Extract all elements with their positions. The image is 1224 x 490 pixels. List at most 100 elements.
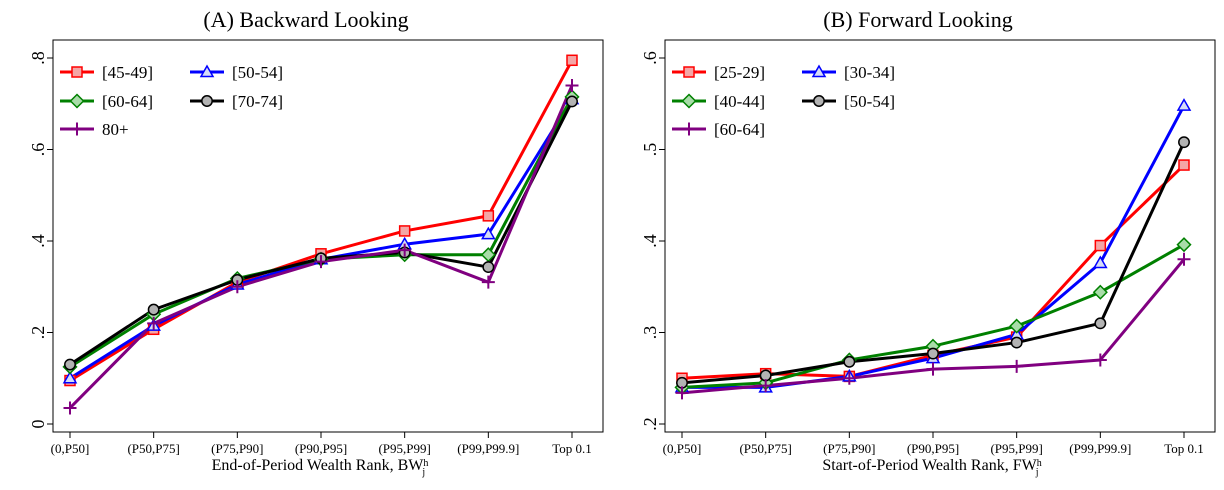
data-point [62, 370, 78, 384]
x-tick-label: Top 0.1 [1164, 441, 1204, 456]
x-tick-label: (P90,P95] [907, 441, 959, 456]
x-tick-label: (P90,P95] [295, 441, 347, 456]
x-tick-label: Top 0.1 [552, 441, 592, 456]
x-tick-label: (P75,P90] [211, 441, 263, 456]
x-axis-title-sub: j [421, 467, 425, 478]
data-point [1094, 239, 1107, 252]
x-tick-label: (P99,P99.9] [1069, 441, 1131, 456]
series-line-[70-74] [69, 100, 574, 366]
series-line-80+ [68, 84, 574, 410]
legend-label: [50-54] [844, 92, 895, 111]
data-point [398, 243, 412, 257]
data-point [398, 225, 411, 237]
plot-frame [664, 39, 1216, 433]
legend-item: [25-29] [672, 63, 765, 82]
data-point [843, 355, 856, 368]
series-line-[60-64] [69, 96, 574, 369]
data-point [481, 275, 495, 289]
x-axis-title-text: End-of-Period Wealth Rank, BW [212, 457, 425, 474]
legend-marker [813, 95, 825, 107]
legend-label: 80+ [102, 120, 129, 139]
legend-marker [811, 64, 827, 78]
data-point [927, 347, 939, 360]
legend-label: [40-44] [714, 92, 765, 111]
data-point [1176, 237, 1192, 253]
chart-a-svg: (A) Backward Looking 0 .2 .4 .6 .8 (0,P50] (P50… [28, 7, 604, 478]
x-tick-label: (P50,P75] [739, 441, 791, 456]
data-point [64, 358, 76, 371]
x-tick-label: (0,P50] [663, 441, 702, 456]
x-axis-title-sup: h [423, 458, 428, 469]
data-point [1093, 353, 1107, 367]
legend-item: [60-64] [60, 92, 153, 111]
panel-a-backward-looking: (A) Backward Looking 0 .2 .4 .6 .8 (0,P50] (P50… [0, 0, 612, 485]
legend-label: [45-49] [102, 63, 153, 82]
data-point [1010, 336, 1023, 349]
legend-marker [681, 93, 697, 109]
legend-marker [71, 66, 83, 78]
y-tick-label: .5 [640, 143, 660, 157]
series-markers-[50-54] [62, 91, 580, 384]
data-point [566, 54, 578, 67]
y-tick-label: .2 [640, 417, 660, 431]
legend-item: [50-54] [190, 63, 283, 82]
data-point [1092, 284, 1108, 300]
y-tick-label: 0 [28, 420, 48, 429]
x-axis-title-sup: h [1037, 458, 1042, 469]
data-point [1010, 359, 1024, 373]
data-point [482, 210, 495, 222]
legend-marker [682, 122, 696, 136]
data-point [675, 386, 689, 400]
plot-frame [52, 39, 604, 433]
x-tick-label: (P99,P99.9] [457, 441, 519, 456]
legend-item: [40-44] [672, 92, 765, 111]
data-point [1178, 136, 1190, 149]
series-markers-80+ [63, 78, 579, 415]
legend: [25-29] [30-34] [40-44] [50-54] [60-64] [672, 63, 895, 139]
legend-item: [50-54] [802, 92, 895, 111]
x-tick-label: (P50,P75] [127, 441, 179, 456]
data-point [1178, 159, 1190, 171]
panel-title: (B) Forward Looking [823, 7, 1012, 32]
data-point [759, 379, 773, 393]
legend-marker [69, 93, 85, 109]
panel-title: (A) Backward Looking [203, 7, 408, 32]
legend-item: [45-49] [60, 63, 153, 82]
data-point [1009, 318, 1025, 334]
x-axis-title-sub: j [1035, 467, 1039, 478]
panel-title-text: Backward Looking [239, 7, 408, 32]
data-point [147, 303, 160, 316]
legend-label: [25-29] [714, 63, 765, 82]
x-tick-label: (0,P50] [51, 441, 90, 456]
data-point [482, 261, 495, 274]
series-markers-[60-64] [675, 252, 1191, 400]
data-point [63, 401, 77, 415]
data-point [842, 371, 856, 385]
x-tick-label: (P95,P99] [378, 441, 430, 456]
legend-label: [70-74] [232, 92, 283, 111]
x-tick-label: (P75,P90] [823, 441, 875, 456]
legend-marker [683, 66, 695, 78]
legend-marker [199, 64, 215, 78]
panel-title-prefix: (B) [823, 7, 858, 32]
legend-item: [30-34] [802, 63, 895, 82]
data-point [147, 316, 161, 330]
y-tick-label: .3 [640, 326, 660, 340]
panel-b-forward-looking: (B) Forward Looking .2 .3 .4 .5 .6 (0,P50] (P50… [612, 0, 1224, 485]
chart-b-svg: (B) Forward Looking .2 .3 .4 .5 .6 (0,P50] (P50… [640, 7, 1216, 478]
y-tick-label: .6 [640, 51, 660, 65]
data-point [481, 226, 496, 240]
data-point [1094, 317, 1107, 330]
data-point [1177, 252, 1191, 266]
legend-marker [70, 122, 84, 136]
panel-title-prefix: (A) [203, 7, 239, 32]
x-axis-title: End-of-Period Wealth Rank, BWh j [212, 457, 429, 478]
y-tick-label: .8 [28, 51, 48, 65]
legend-marker [201, 95, 213, 107]
data-point [1093, 255, 1108, 269]
legend-label: [60-64] [714, 120, 765, 139]
data-point [1176, 98, 1192, 111]
data-point [565, 78, 579, 92]
y-tick-label: .2 [28, 326, 48, 340]
data-point [566, 95, 578, 108]
